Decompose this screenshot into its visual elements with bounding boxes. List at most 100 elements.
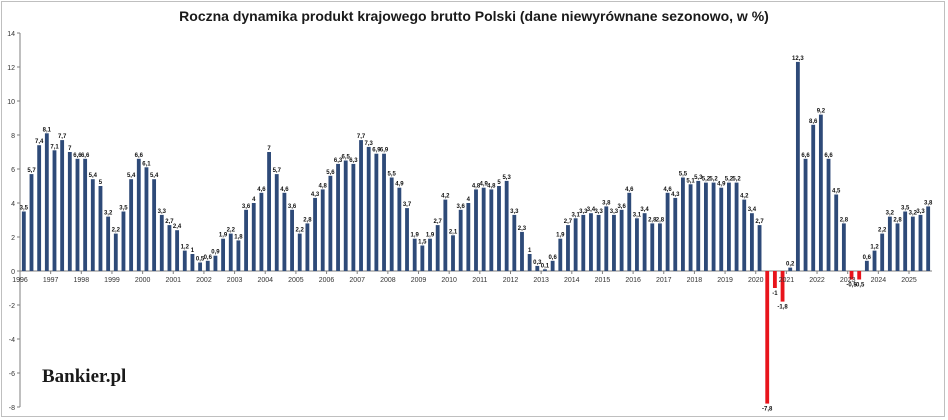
data-label: 5,4 xyxy=(150,173,159,179)
data-label: 5,4 xyxy=(127,173,136,179)
bar xyxy=(244,209,248,271)
bar xyxy=(742,199,747,271)
x-tick-label: 2020 xyxy=(748,277,764,284)
bar xyxy=(527,254,532,271)
bar xyxy=(328,175,333,271)
data-label: 5,2 xyxy=(702,177,711,183)
bar xyxy=(719,187,724,271)
data-label: 6,6 xyxy=(81,153,90,159)
bar xyxy=(543,269,547,271)
bar xyxy=(550,260,555,271)
y-tick-label: 2 xyxy=(11,235,15,242)
data-label: 5,2 xyxy=(709,177,718,183)
data-label: 1,9 xyxy=(411,233,420,239)
bar xyxy=(44,133,49,271)
data-label: 5,7 xyxy=(273,168,282,174)
bar xyxy=(336,163,340,271)
bar xyxy=(566,225,570,271)
y-tick-label: 4 xyxy=(11,201,15,208)
bar xyxy=(757,225,762,271)
bar xyxy=(67,152,72,271)
bar xyxy=(420,245,425,271)
bar xyxy=(83,158,88,271)
x-tick-label: 2004 xyxy=(257,277,273,284)
data-label: 3,4 xyxy=(748,207,757,213)
data-label: 6,3 xyxy=(334,158,343,164)
x-tick-label: 2001 xyxy=(165,277,181,284)
bar xyxy=(520,231,524,271)
bar xyxy=(152,179,157,271)
data-label: 0,2 xyxy=(786,262,795,268)
bar xyxy=(320,189,325,271)
bar xyxy=(136,158,141,271)
data-label: 12,3 xyxy=(792,56,804,62)
bar xyxy=(780,271,785,302)
y-tick-label: 14 xyxy=(7,31,15,38)
bar xyxy=(443,199,448,271)
data-label: 1,5 xyxy=(418,240,427,246)
data-label: 5,5 xyxy=(679,172,688,178)
data-label: 1 xyxy=(191,248,195,254)
data-label: 3,8 xyxy=(924,200,933,206)
bar xyxy=(765,271,770,404)
data-label: 5,5 xyxy=(388,172,397,178)
bar xyxy=(857,271,862,280)
data-label: 6,9 xyxy=(380,148,389,154)
data-label: 7 xyxy=(68,146,72,152)
data-label: 2,7 xyxy=(755,219,764,225)
data-label: 6,6 xyxy=(73,153,82,159)
bar xyxy=(818,114,823,271)
bar xyxy=(864,260,869,271)
x-tick-label: 2016 xyxy=(625,277,641,284)
data-label: -7,8 xyxy=(762,407,773,413)
data-label: 7,7 xyxy=(58,134,67,140)
data-label: 3,2 xyxy=(909,211,918,217)
data-label: 3,2 xyxy=(886,211,895,217)
bar xyxy=(880,233,885,271)
y-tick-label: 0 xyxy=(11,269,15,276)
data-label: 4,6 xyxy=(257,187,266,193)
data-label: 3,3 xyxy=(510,209,519,215)
data-label: 5,1 xyxy=(686,178,695,184)
bar xyxy=(458,209,463,271)
data-label: 4,8 xyxy=(319,183,328,189)
bar xyxy=(849,271,854,280)
x-tick-label: 2008 xyxy=(380,277,396,284)
data-label: 3,1 xyxy=(633,212,642,218)
x-tick-label: 2007 xyxy=(349,277,365,284)
data-label: 3,7 xyxy=(403,202,412,208)
bar xyxy=(382,153,386,271)
bar xyxy=(688,184,693,271)
data-label: 7 xyxy=(267,146,271,152)
x-tick-label: 2024 xyxy=(871,277,887,284)
bar xyxy=(259,192,264,271)
data-label: 2,8 xyxy=(303,217,312,223)
bar xyxy=(887,216,892,271)
bar xyxy=(366,146,371,271)
bar xyxy=(466,203,471,271)
data-label: 2,7 xyxy=(564,219,573,225)
bar xyxy=(397,187,402,271)
bar xyxy=(167,225,172,271)
data-label: 4,3 xyxy=(671,192,680,198)
data-label: 2,8 xyxy=(840,217,849,223)
x-tick-label: 2006 xyxy=(319,277,335,284)
bar xyxy=(428,238,432,271)
bar xyxy=(290,209,294,271)
data-label: 4,9 xyxy=(395,182,404,188)
bar xyxy=(359,140,363,271)
data-label: 2,8 xyxy=(893,217,902,223)
x-tick-label: 2012 xyxy=(503,277,519,284)
data-label: 1,8 xyxy=(234,234,243,240)
x-tick-label: 1998 xyxy=(74,277,90,284)
bar xyxy=(803,158,808,271)
data-label: 0,3 xyxy=(533,260,542,266)
bar xyxy=(267,152,271,271)
data-label: 6,6 xyxy=(801,153,810,159)
data-label: 3,4 xyxy=(587,207,596,213)
x-tick-label: 2011 xyxy=(472,277,487,284)
data-label: 4 xyxy=(252,197,256,203)
bar xyxy=(726,182,731,271)
data-label: 7,4 xyxy=(35,139,44,145)
data-label: 4,8 xyxy=(472,183,481,189)
